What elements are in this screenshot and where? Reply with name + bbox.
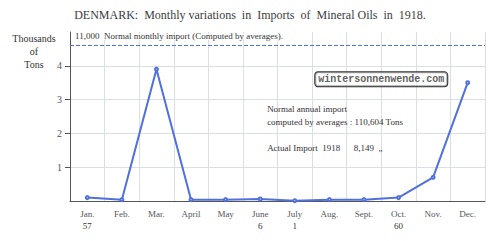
- svg-text:4: 4: [57, 60, 62, 71]
- svg-text:July: July: [287, 209, 303, 219]
- svg-text:April: April: [182, 209, 201, 219]
- svg-text:Aug.: Aug.: [321, 209, 339, 219]
- svg-text:Normal annual import: Normal annual import: [267, 104, 347, 114]
- svg-text:1: 1: [57, 162, 62, 173]
- svg-text:Dec.: Dec.: [459, 209, 476, 219]
- svg-text:57: 57: [83, 221, 93, 231]
- svg-text:wintersonnenwende.com: wintersonnenwende.com: [318, 74, 444, 85]
- svg-text:3: 3: [57, 94, 62, 105]
- svg-text:1: 1: [293, 221, 298, 231]
- svg-text:of: of: [30, 46, 39, 57]
- svg-text:Jan.: Jan.: [80, 209, 94, 219]
- svg-text:computed by averages : 110,604: computed by averages : 110,604 Tons: [267, 117, 403, 127]
- svg-text:Nov.: Nov.: [425, 209, 442, 219]
- svg-text:2: 2: [57, 128, 62, 139]
- svg-text:Actual Import 1918 8,149: Actual Import 1918 8,149 „: [267, 143, 382, 153]
- svg-text:60: 60: [394, 221, 404, 231]
- svg-text:May: May: [217, 209, 234, 219]
- svg-text:Tons: Tons: [24, 59, 43, 70]
- svg-text:June: June: [252, 209, 269, 219]
- svg-text:DENMARK: Monthly variations: DENMARK: Monthly variations in Imports o…: [74, 8, 426, 22]
- svg-text:Feb.: Feb.: [114, 209, 130, 219]
- svg-text:Mar.: Mar.: [148, 209, 165, 219]
- svg-text:Sept.: Sept.: [355, 209, 373, 219]
- svg-text:Oct.: Oct.: [391, 209, 406, 219]
- svg-text:6: 6: [258, 221, 263, 231]
- svg-text:11,000 Normal monthly import: 11,000 Normal monthly import (Computed b…: [75, 31, 283, 41]
- svg-text:Thousands: Thousands: [12, 33, 55, 44]
